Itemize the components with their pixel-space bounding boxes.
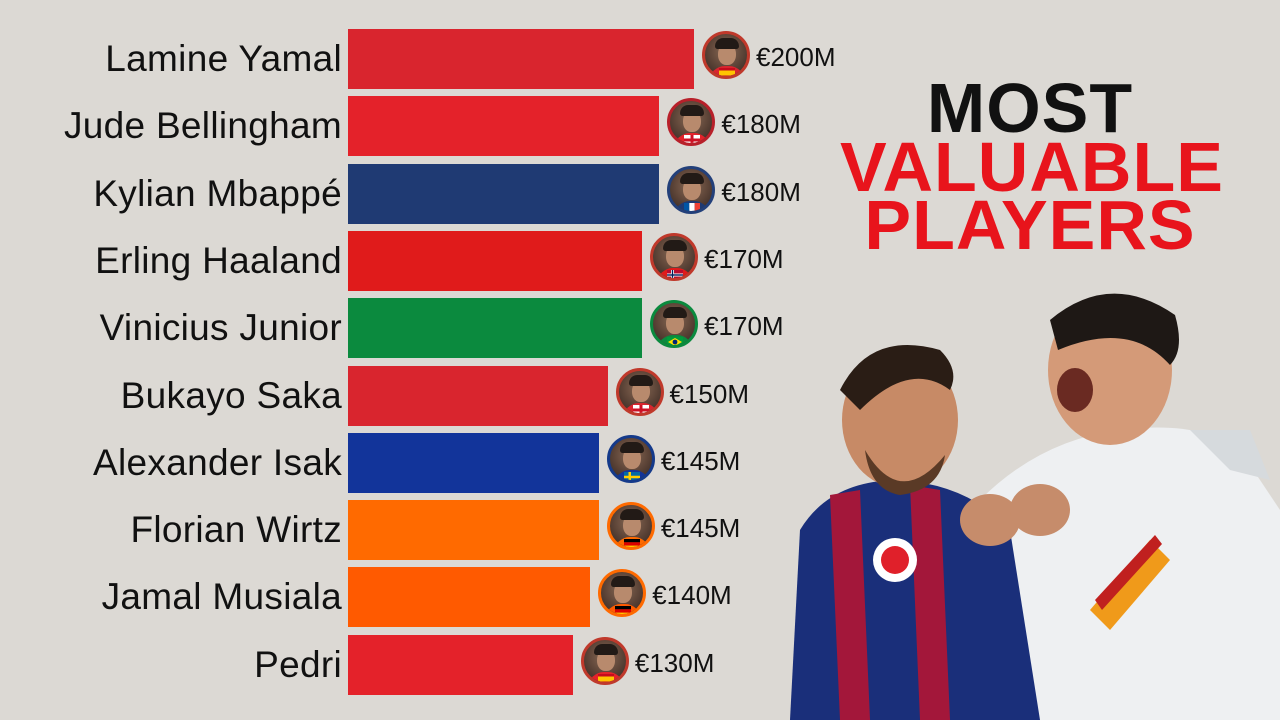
player-avatar bbox=[650, 300, 699, 349]
chart-row: Jamal Musiala €140M bbox=[0, 567, 860, 633]
brazil-flag-icon bbox=[667, 337, 684, 346]
title-line-players: PLAYERS bbox=[864, 186, 1196, 264]
value-bar bbox=[348, 163, 660, 224]
player-name-label: Vinicius Junior bbox=[99, 307, 342, 349]
value-bar bbox=[348, 29, 694, 89]
player-name-label: Bukayo Saka bbox=[120, 374, 342, 416]
player-name-label: Erling Haaland bbox=[95, 239, 342, 281]
chart-row: Kylian Mbappé €180M bbox=[0, 163, 860, 230]
chart-row: Erling Haaland €170M bbox=[0, 230, 860, 297]
player-name-label: Jamal Musiala bbox=[101, 576, 342, 618]
player-name-label: Jude Bellingham bbox=[63, 105, 342, 147]
germany-flag-icon bbox=[615, 606, 632, 615]
value-bar bbox=[348, 432, 599, 493]
spain-flag-icon bbox=[719, 68, 735, 76]
chart-title: MOST VALUABLE PLAYERS bbox=[840, 69, 1224, 264]
player-avatar bbox=[580, 636, 629, 685]
value-bar bbox=[348, 567, 591, 628]
player-avatar bbox=[598, 569, 647, 618]
chart-row: Bukayo Saka €150M bbox=[0, 365, 860, 432]
player-avatar bbox=[606, 502, 655, 551]
chart-row: Alexander Isak €145M bbox=[0, 432, 860, 499]
player-avatar bbox=[650, 232, 699, 281]
chart-row: Jude Bellingham €180M bbox=[0, 96, 860, 162]
value-label: €180M bbox=[721, 109, 801, 140]
sweden-flag-icon bbox=[623, 471, 640, 480]
value-label: €200M bbox=[756, 42, 836, 72]
value-bar bbox=[348, 634, 573, 695]
england-flag-icon bbox=[684, 135, 701, 144]
value-bar bbox=[348, 500, 599, 561]
title-line-most: MOST bbox=[926, 69, 1134, 147]
player-name-label: Lamine Yamal bbox=[105, 38, 342, 79]
value-label: €145M bbox=[660, 445, 741, 476]
chart-row: Florian Wirtz €145M bbox=[0, 500, 860, 566]
players-illustration bbox=[790, 293, 1280, 720]
player-avatar bbox=[667, 98, 716, 147]
chart-row: Lamine Yamal €200M bbox=[0, 29, 860, 95]
chart-row: Vinicius Junior €170M bbox=[0, 298, 860, 364]
player-name-label: Kylian Mbappé bbox=[93, 172, 342, 214]
value-bar bbox=[348, 230, 643, 291]
france-flag-icon bbox=[684, 202, 701, 211]
value-label: €150M bbox=[669, 378, 750, 409]
value-bar bbox=[348, 365, 608, 426]
player-avatar bbox=[615, 367, 664, 416]
value-label: €170M bbox=[704, 243, 784, 274]
player-avatar bbox=[667, 165, 716, 214]
value-label: €130M bbox=[634, 647, 715, 678]
value-label: €170M bbox=[704, 311, 784, 342]
value-label: €145M bbox=[660, 513, 741, 544]
value-label: €140M bbox=[652, 580, 732, 611]
germany-flag-icon bbox=[623, 539, 640, 548]
england-flag-icon bbox=[632, 404, 649, 413]
value-bar bbox=[348, 96, 660, 157]
value-label: €180M bbox=[721, 176, 801, 207]
value-bar bbox=[348, 298, 643, 359]
bar-chart: Lamine Yamal €200M Jude Bellingham €180M Kyl… bbox=[0, 29, 860, 701]
player-name-label: Florian Wirtz bbox=[130, 509, 342, 551]
player-name-label: Pedri bbox=[254, 643, 342, 685]
player-avatar bbox=[606, 434, 655, 483]
title-line-valuable: VALUABLE bbox=[840, 128, 1224, 206]
spain-flag-icon bbox=[597, 673, 614, 682]
player-avatar bbox=[702, 31, 750, 79]
chart-row: Pedri €130M bbox=[0, 634, 860, 701]
norway-flag-icon bbox=[667, 269, 684, 278]
player-name-label: Alexander Isak bbox=[93, 441, 342, 483]
